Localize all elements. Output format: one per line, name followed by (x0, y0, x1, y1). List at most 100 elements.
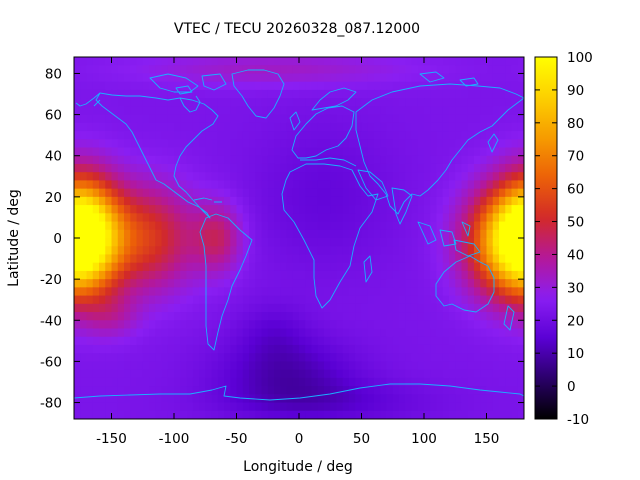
heatmap-cell (224, 73, 231, 83)
coastline-japan (487, 133, 499, 153)
heatmap-cell (467, 172, 475, 182)
heatmap-cell (367, 386, 375, 395)
heatmap-cell (355, 287, 363, 297)
heatmap-cell (417, 65, 425, 75)
heatmap-cell (99, 369, 106, 379)
heatmap-cell (405, 353, 413, 363)
heatmap-cell (236, 205, 244, 214)
heatmap-cell (199, 394, 206, 404)
heatmap-cell (167, 369, 175, 379)
coastline-europe (291, 105, 355, 159)
heatmap-cell (80, 131, 88, 140)
heatmap-cell (424, 131, 431, 140)
heatmap-cell (317, 122, 325, 132)
heatmap-cell (305, 147, 313, 157)
heatmap-cell (461, 131, 469, 140)
heatmap-cell (74, 279, 81, 288)
coastline-india (391, 187, 413, 225)
heatmap-cell (136, 295, 144, 305)
heatmap-cell (117, 180, 125, 190)
heatmap-cell (511, 81, 519, 91)
heatmap-cell (436, 196, 444, 206)
heatmap-cell (80, 196, 88, 206)
heatmap-cell (474, 246, 481, 256)
heatmap-cell (405, 402, 413, 412)
heatmap-cell (111, 238, 119, 247)
heatmap-cell (305, 114, 313, 124)
heatmap-cell (330, 336, 338, 346)
heatmap-cell (399, 196, 406, 206)
heatmap-cell (424, 57, 431, 66)
heatmap-cell (74, 328, 81, 338)
heatmap-cell (517, 287, 524, 297)
heatmap-cell (174, 402, 181, 412)
heatmap-cell (392, 361, 400, 371)
heatmap-cell (405, 73, 413, 83)
heatmap-cell (317, 254, 325, 264)
heatmap-cell (330, 73, 338, 83)
heatmap-cell (236, 410, 244, 419)
heatmap-cell (124, 386, 131, 395)
heatmap-cell (405, 287, 413, 297)
heatmap-cell (267, 73, 275, 83)
heatmap-cell (405, 410, 413, 419)
heatmap-cell (167, 386, 175, 395)
heatmap-cell (517, 229, 524, 239)
heatmap-cell (217, 73, 225, 83)
heatmap-cell (167, 320, 175, 330)
heatmap-cell (324, 320, 331, 330)
heatmap-cell (317, 57, 325, 66)
heatmap-cell (461, 386, 469, 395)
heatmap-cell (392, 279, 400, 288)
heatmap-cell (261, 386, 269, 395)
heatmap-cell (174, 287, 181, 297)
heatmap-cell (274, 73, 281, 83)
heatmap-cell (174, 279, 181, 288)
heatmap-cell (117, 312, 125, 321)
heatmap-cell (117, 262, 125, 272)
heatmap-cell (211, 114, 219, 124)
heatmap-cell (117, 213, 125, 223)
heatmap-cell (367, 57, 375, 66)
heatmap-cell (161, 213, 169, 223)
heatmap-cell (230, 328, 238, 338)
heatmap-cell (374, 295, 381, 305)
heatmap-cell (80, 295, 88, 305)
heatmap-cell (349, 377, 356, 387)
heatmap-cell (430, 336, 438, 346)
heatmap-cell (124, 163, 131, 173)
heatmap-cell (161, 106, 169, 116)
heatmap-cell (149, 386, 156, 395)
heatmap-cell (211, 65, 219, 75)
heatmap-cell (167, 65, 175, 75)
heatmap-cell (305, 65, 313, 75)
heatmap-cell (74, 221, 81, 231)
heatmap-cell (342, 336, 350, 346)
heatmap-cell (105, 81, 113, 91)
heatmap-cell (149, 131, 156, 140)
heatmap-cell (224, 410, 231, 419)
heatmap-cell (299, 303, 306, 313)
heatmap-cell (511, 139, 519, 149)
heatmap-cell (192, 196, 200, 206)
heatmap-cell (255, 57, 263, 66)
heatmap-cell (361, 410, 369, 419)
heatmap-cell (311, 213, 319, 223)
heatmap-cell (392, 213, 400, 223)
heatmap-cell (342, 402, 350, 412)
heatmap-cell (380, 394, 388, 404)
heatmap-cell (380, 410, 388, 419)
heatmap-cell (492, 65, 500, 75)
heatmap-cell (511, 394, 519, 404)
heatmap-cell (105, 312, 113, 321)
heatmap-cell (505, 254, 513, 264)
heatmap-cell (499, 213, 506, 223)
heatmap-cell (111, 131, 119, 140)
heatmap-cell (342, 295, 350, 305)
heatmap-cell (499, 163, 506, 173)
heatmap-cell (249, 295, 256, 305)
heatmap-cell (355, 377, 363, 387)
heatmap-cell (211, 188, 219, 198)
heatmap-cell (249, 89, 256, 99)
heatmap-cell (155, 344, 163, 354)
